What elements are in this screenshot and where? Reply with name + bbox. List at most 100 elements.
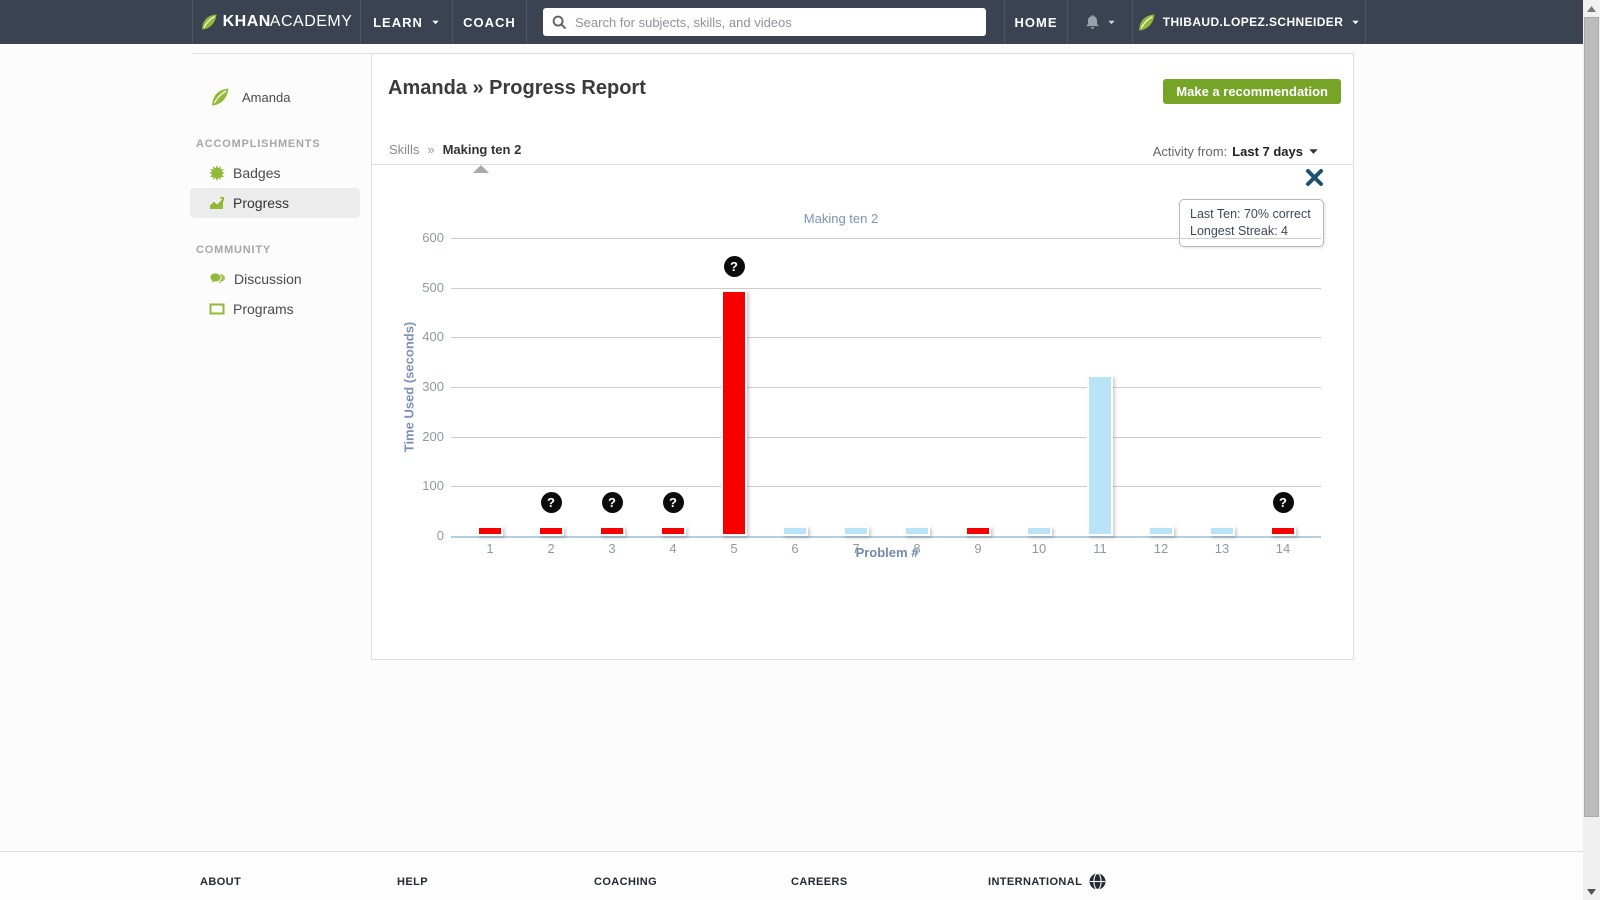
discussion-icon bbox=[209, 272, 225, 285]
page-title: Amanda » Progress Report bbox=[388, 77, 646, 99]
breadcrumb-current-skill[interactable]: Making ten 2 bbox=[442, 142, 522, 157]
bar-problem-8[interactable] bbox=[904, 526, 930, 536]
nav-home-link[interactable]: HOME bbox=[1004, 0, 1067, 44]
sidebar: Amanda ACCOMPLISHMENTS Badges Progress C… bbox=[190, 82, 371, 324]
nav-learn-menu[interactable]: LEARN bbox=[360, 0, 452, 44]
khan-academy-logo[interactable]: KHAN ACADEMY bbox=[192, 0, 360, 44]
bar-problem-2[interactable] bbox=[538, 526, 564, 536]
sidebar-section-accomplishments: ACCOMPLISHMENTS bbox=[196, 138, 321, 150]
time-used-bar-chart: Making ten 2 Time Used (seconds) Problem… bbox=[372, 54, 1353, 659]
x-tick-label: 13 bbox=[1214, 541, 1230, 556]
x-tick-label: 7 bbox=[852, 541, 860, 556]
logo-text-academy: ACADEMY bbox=[269, 13, 353, 30]
y-tick-label: 100 bbox=[422, 478, 444, 494]
footer-link-careers[interactable]: CAREERS bbox=[791, 875, 848, 888]
chevron-down-icon bbox=[1309, 149, 1318, 154]
bar-problem-7[interactable] bbox=[843, 526, 869, 536]
chevron-down-icon bbox=[432, 20, 439, 24]
scrollbar-up-arrow[interactable] bbox=[1583, 0, 1600, 17]
y-tick-label: 600 bbox=[422, 230, 444, 245]
user-name: THIBAUD.LOPEZ.SCHNEIDER bbox=[1162, 15, 1344, 29]
activity-filter-dropdown[interactable]: Activity from: Last 7 days bbox=[1153, 144, 1319, 159]
footer-link-help[interactable]: HELP bbox=[397, 875, 428, 888]
bar-problem-4[interactable] bbox=[660, 526, 686, 536]
tooltip-longest-streak: Longest Streak: 4 bbox=[1190, 224, 1288, 238]
bar-problem-3[interactable] bbox=[599, 526, 625, 536]
browser-scrollbar bbox=[1583, 0, 1600, 900]
sidebar-student-amanda[interactable]: Amanda bbox=[190, 82, 371, 112]
y-tick-label: 400 bbox=[422, 329, 444, 345]
search-box[interactable] bbox=[543, 8, 986, 36]
x-tick-label: 14 bbox=[1275, 541, 1291, 556]
nav-search-area bbox=[526, 0, 1001, 44]
scrollbar-down-arrow[interactable] bbox=[1583, 883, 1600, 900]
navbar-right-spacer bbox=[1365, 0, 1583, 44]
bar-problem-11[interactable] bbox=[1087, 374, 1113, 536]
scrollbar-thumb[interactable] bbox=[1584, 17, 1599, 817]
x-tick-label: 4 bbox=[669, 541, 677, 556]
sidebar-item-badges[interactable]: Badges bbox=[190, 158, 360, 188]
x-tick-label: 5 bbox=[730, 541, 738, 556]
x-tick-label: 10 bbox=[1031, 541, 1047, 556]
bar-problem-12[interactable] bbox=[1148, 526, 1174, 536]
sidebar-item-programs[interactable]: Programs bbox=[190, 294, 360, 324]
make-recommendation-button[interactable]: Make a recommendation bbox=[1163, 79, 1341, 104]
leaf-icon bbox=[212, 88, 229, 106]
bar-problem-10[interactable] bbox=[1026, 526, 1052, 536]
gridline bbox=[451, 387, 1321, 388]
x-tick-label: 6 bbox=[791, 541, 799, 556]
bar-problem-9[interactable] bbox=[965, 526, 991, 536]
gridline bbox=[451, 486, 1321, 488]
bar-problem-6[interactable] bbox=[782, 526, 808, 536]
question-mark-icon: ? bbox=[723, 256, 745, 278]
active-tab-pointer bbox=[473, 165, 489, 173]
gridline bbox=[451, 337, 1321, 339]
footer-link-coaching[interactable]: COACHING bbox=[594, 875, 658, 888]
chart-title: Making ten 2 bbox=[803, 211, 879, 226]
bell-icon bbox=[1086, 14, 1099, 29]
breadcrumb: Skills » Making ten 2 bbox=[389, 142, 521, 157]
sidebar-item-discussion[interactable]: Discussion bbox=[190, 264, 360, 294]
question-mark-icon: ? bbox=[540, 492, 562, 514]
x-tick-label: 8 bbox=[913, 541, 921, 556]
globe-icon bbox=[1089, 873, 1106, 890]
nav-notifications-menu[interactable] bbox=[1067, 0, 1132, 44]
x-tick-label: 9 bbox=[974, 541, 982, 556]
nav-user-menu[interactable]: THIBAUD.LOPEZ.SCHNEIDER bbox=[1132, 0, 1365, 44]
nav-coach-link[interactable]: COACH bbox=[452, 0, 526, 44]
chevron-down-icon bbox=[1108, 20, 1115, 24]
search-icon bbox=[552, 15, 567, 29]
x-tick-label: 2 bbox=[547, 541, 555, 556]
progress-report-panel: Amanda » Progress Report Make a recommen… bbox=[371, 53, 1354, 660]
bar-problem-5[interactable] bbox=[721, 290, 747, 536]
badge-icon bbox=[209, 165, 225, 181]
leaf-logo-icon bbox=[201, 14, 217, 30]
footer-link-about[interactable]: ABOUT bbox=[200, 875, 242, 888]
close-chart-icon[interactable] bbox=[1305, 168, 1324, 187]
x-tick-label: 11 bbox=[1093, 541, 1107, 556]
gridline bbox=[451, 287, 1321, 289]
bar-problem-1[interactable] bbox=[477, 526, 503, 536]
sidebar-item-progress[interactable]: Progress bbox=[190, 188, 360, 218]
navbar-left-spacer bbox=[0, 0, 192, 44]
y-tick-label: 300 bbox=[422, 379, 444, 394]
gridline bbox=[451, 436, 1321, 438]
y-tick-label: 0 bbox=[436, 528, 444, 543]
x-axis-title: Problem # bbox=[855, 545, 919, 560]
breadcrumb-skills-link[interactable]: Skills bbox=[389, 142, 420, 157]
bar-problem-13[interactable] bbox=[1209, 526, 1235, 536]
sidebar-section-community: COMMUNITY bbox=[196, 244, 272, 256]
tabs-divider bbox=[372, 164, 1353, 165]
question-mark-icon: ? bbox=[601, 492, 623, 514]
activity-filter-label: Activity from: bbox=[1152, 144, 1228, 159]
bar-problem-14[interactable] bbox=[1270, 526, 1296, 536]
breadcrumb-separator: » bbox=[427, 142, 435, 157]
content-top-border bbox=[192, 53, 372, 54]
y-tick-label: 500 bbox=[422, 279, 444, 295]
footer-link-international[interactable]: INTERNATIONAL bbox=[988, 863, 1185, 900]
search-input[interactable] bbox=[575, 14, 977, 30]
programs-icon bbox=[209, 303, 225, 315]
question-mark-icon: ? bbox=[662, 492, 684, 514]
chart-stats-tooltip: Last Ten: 70% correct Longest Streak: 4 bbox=[1179, 199, 1324, 247]
